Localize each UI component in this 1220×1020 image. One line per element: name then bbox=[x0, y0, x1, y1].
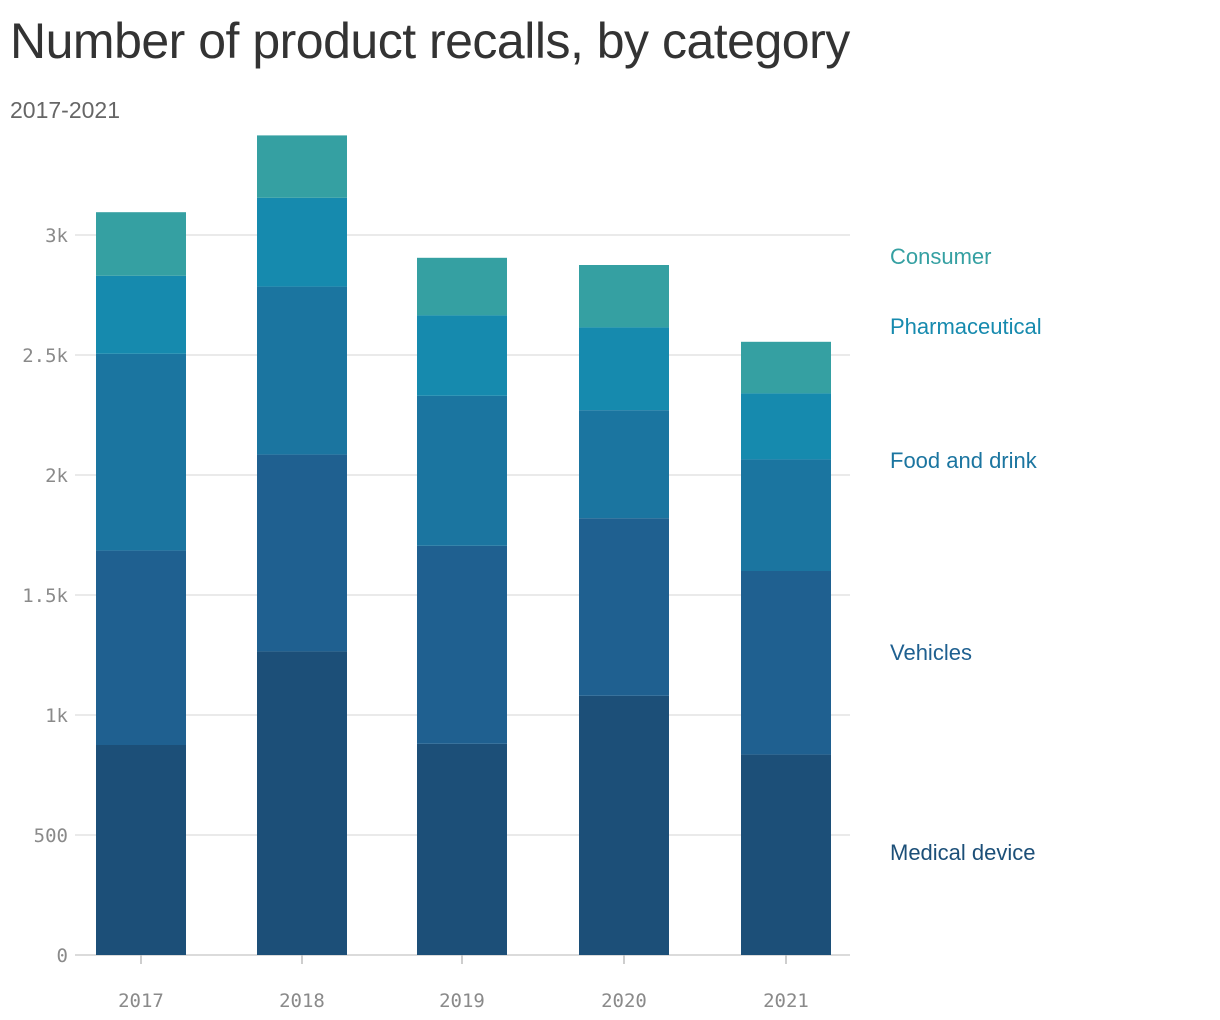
y-tick-label: 3k bbox=[45, 225, 68, 247]
y-axis-ticks: 0 500 1k 1.5k 2k 2.5k 3k bbox=[22, 225, 68, 967]
bar-segment-pharmaceutical bbox=[741, 393, 831, 460]
bar-segment-food-and-drink bbox=[96, 353, 186, 551]
bar-segment-medical-device bbox=[741, 754, 831, 955]
legend-label-medical-device: Medical device bbox=[890, 840, 1036, 865]
y-tick-label: 2k bbox=[45, 465, 68, 487]
legend-label-vehicles: Vehicles bbox=[890, 640, 972, 665]
y-tick-label: 2.5k bbox=[22, 345, 68, 367]
legend-label-food-and-drink: Food and drink bbox=[890, 448, 1038, 473]
bar-segment-food-and-drink bbox=[417, 395, 507, 546]
bar-segment-medical-device bbox=[257, 651, 347, 955]
x-tick-label: 2021 bbox=[763, 990, 809, 1012]
y-tick-label: 0 bbox=[57, 945, 68, 967]
chart-subtitle: 2017-2021 bbox=[10, 97, 120, 123]
bar-segment-pharmaceutical bbox=[579, 327, 669, 411]
legend: Medical device Vehicles Food and drink Phar… bbox=[890, 244, 1042, 865]
x-tick-label: 2017 bbox=[118, 990, 164, 1012]
bar-segment-vehicles bbox=[741, 571, 831, 755]
x-tick-label: 2020 bbox=[601, 990, 647, 1012]
y-tick-label: 500 bbox=[34, 825, 68, 847]
bar-segment-pharmaceutical bbox=[257, 197, 347, 287]
bar-segment-vehicles bbox=[417, 545, 507, 744]
bar-segment-consumer bbox=[741, 341, 831, 394]
bar-segment-food-and-drink bbox=[257, 286, 347, 455]
bar-segment-consumer bbox=[417, 257, 507, 316]
bar-segment-vehicles bbox=[96, 550, 186, 745]
bar-segment-food-and-drink bbox=[741, 459, 831, 571]
bar-segment-consumer bbox=[579, 265, 669, 328]
bar-segment-consumer bbox=[257, 135, 347, 198]
x-tick-label: 2018 bbox=[279, 990, 325, 1012]
legend-label-pharmaceutical: Pharmaceutical bbox=[890, 314, 1042, 339]
x-tick-label: 2019 bbox=[439, 990, 485, 1012]
bar-segment-medical-device bbox=[96, 745, 186, 955]
bar-segment-consumer bbox=[96, 212, 186, 276]
x-axis-ticks: 2017 2018 2019 2020 2021 bbox=[118, 955, 809, 1012]
bar-segment-pharmaceutical bbox=[417, 315, 507, 396]
bars bbox=[96, 135, 831, 955]
legend-label-consumer: Consumer bbox=[890, 244, 991, 269]
bar-segment-medical-device bbox=[417, 743, 507, 955]
bar-segment-food-and-drink bbox=[579, 410, 669, 519]
bar-segment-vehicles bbox=[257, 454, 347, 652]
bar-segment-vehicles bbox=[579, 518, 669, 696]
chart-title: Number of product recalls, by category bbox=[10, 13, 850, 69]
y-tick-label: 1.5k bbox=[22, 585, 68, 607]
bar-segment-medical-device bbox=[579, 695, 669, 955]
y-tick-label: 1k bbox=[45, 705, 68, 727]
bar-segment-pharmaceutical bbox=[96, 275, 186, 354]
